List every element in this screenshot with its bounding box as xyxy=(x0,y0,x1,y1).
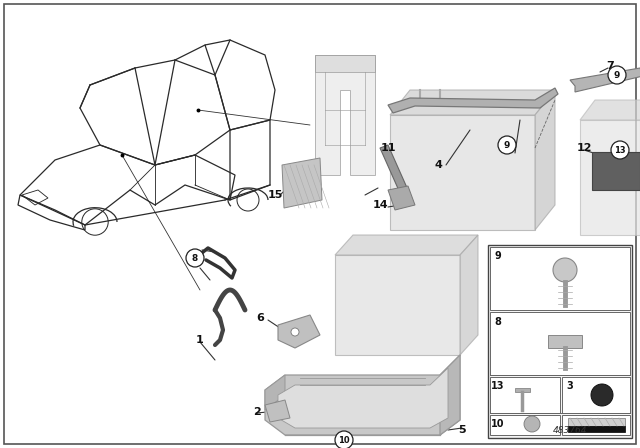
Circle shape xyxy=(611,141,629,159)
Circle shape xyxy=(608,66,626,84)
Polygon shape xyxy=(490,312,630,375)
Polygon shape xyxy=(488,245,632,438)
Circle shape xyxy=(335,431,353,448)
Text: 8: 8 xyxy=(192,254,198,263)
Text: 9: 9 xyxy=(504,141,510,150)
Text: 7: 7 xyxy=(606,61,614,71)
Text: 14: 14 xyxy=(372,200,388,210)
Polygon shape xyxy=(460,235,478,355)
Text: 15: 15 xyxy=(268,190,283,200)
Polygon shape xyxy=(335,255,460,355)
Text: 10: 10 xyxy=(338,435,350,444)
Polygon shape xyxy=(315,55,375,175)
Polygon shape xyxy=(282,158,322,208)
Text: 4: 4 xyxy=(434,160,442,170)
Polygon shape xyxy=(580,120,640,235)
Polygon shape xyxy=(562,415,630,435)
Text: 9: 9 xyxy=(614,70,620,79)
Text: 13: 13 xyxy=(614,146,626,155)
Polygon shape xyxy=(490,415,560,435)
Polygon shape xyxy=(265,375,285,410)
Text: 2: 2 xyxy=(253,407,261,417)
Text: 6: 6 xyxy=(256,313,264,323)
Polygon shape xyxy=(535,90,555,230)
Text: 12: 12 xyxy=(576,143,592,153)
Circle shape xyxy=(524,416,540,432)
Polygon shape xyxy=(490,377,560,413)
Text: 8: 8 xyxy=(495,317,501,327)
Circle shape xyxy=(591,384,613,406)
Polygon shape xyxy=(315,55,375,72)
Polygon shape xyxy=(570,68,640,92)
Text: 483764: 483764 xyxy=(553,426,588,435)
Text: 3: 3 xyxy=(566,381,573,391)
Polygon shape xyxy=(592,152,640,190)
Polygon shape xyxy=(380,145,408,193)
Text: 11: 11 xyxy=(380,143,396,153)
Polygon shape xyxy=(440,355,460,435)
Text: 13: 13 xyxy=(492,381,505,391)
Polygon shape xyxy=(568,426,625,432)
Polygon shape xyxy=(390,90,555,115)
Text: 5: 5 xyxy=(458,425,466,435)
Polygon shape xyxy=(490,247,630,310)
Circle shape xyxy=(553,258,577,282)
Polygon shape xyxy=(278,368,448,428)
Circle shape xyxy=(186,249,204,267)
Polygon shape xyxy=(278,315,320,348)
Polygon shape xyxy=(548,335,582,348)
Polygon shape xyxy=(580,100,640,120)
Polygon shape xyxy=(388,88,558,113)
Polygon shape xyxy=(388,186,415,210)
Text: 9: 9 xyxy=(495,251,501,261)
Text: 1: 1 xyxy=(196,335,204,345)
Polygon shape xyxy=(265,400,290,422)
Polygon shape xyxy=(568,418,625,426)
Polygon shape xyxy=(335,235,478,255)
Polygon shape xyxy=(390,115,535,230)
Polygon shape xyxy=(515,388,530,392)
FancyBboxPatch shape xyxy=(4,4,636,444)
Text: 10: 10 xyxy=(492,419,505,429)
Circle shape xyxy=(498,136,516,154)
Polygon shape xyxy=(265,355,460,435)
Circle shape xyxy=(291,328,299,336)
Polygon shape xyxy=(562,377,630,413)
